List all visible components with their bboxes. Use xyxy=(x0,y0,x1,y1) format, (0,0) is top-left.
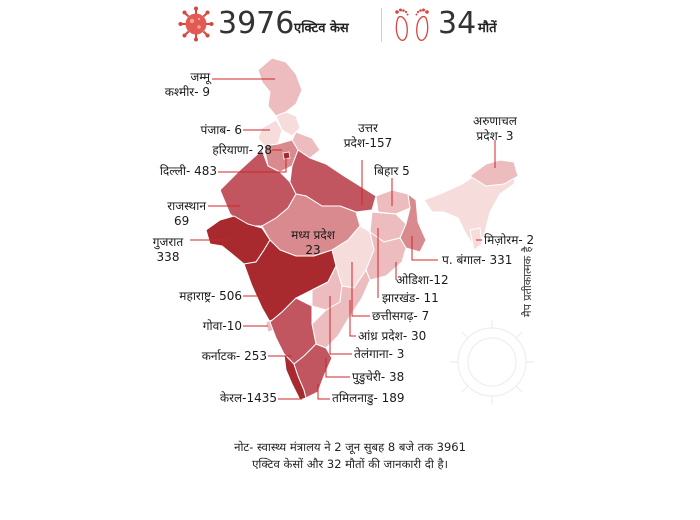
label-kerala: केरल-1435 xyxy=(219,391,277,405)
label-jk-line2: कश्मीर- 9 xyxy=(164,85,210,99)
state-odisha xyxy=(365,230,407,281)
state-jammu-kashmir xyxy=(257,57,303,117)
state-west-bengal xyxy=(399,192,427,253)
deaths-count: 34 xyxy=(438,6,477,41)
label-mizoram: मिज़ोरम- 2 xyxy=(484,233,535,247)
label-mp-line2: 23 xyxy=(305,243,321,257)
label-rajasthan: राजस्थान 69 xyxy=(140,199,206,229)
label-bihar: बिहार 5 xyxy=(374,164,410,178)
label-maharashtra: महाराष्ट्र- 506 xyxy=(179,289,242,303)
leader-wb xyxy=(411,236,438,261)
label-odisha: ओडिशा-12 xyxy=(396,273,449,287)
label-up-line1: उत्तर xyxy=(358,121,378,135)
state-bihar xyxy=(375,189,411,215)
state-delhi xyxy=(282,151,291,160)
label-jk-line1: जम्मू xyxy=(190,70,210,84)
label-delhi: दिल्ली- 483 xyxy=(159,164,217,178)
leader-cg xyxy=(351,262,370,317)
label-puducherry: पुडुचेरी- 38 xyxy=(352,370,405,384)
footprints-icon xyxy=(395,8,429,41)
coronavirus-icon xyxy=(178,6,214,42)
label-andhra-pradesh: आंध्र प्रदेश- 30 xyxy=(358,329,427,343)
label-madhya-pradesh: मध्य प्रदेश 23 xyxy=(278,228,348,258)
active-cases-label: एक्टिव केस xyxy=(294,21,349,36)
map-disclaimer: मैप प्रतीकात्मक है xyxy=(521,246,534,317)
footnote-line2: एक्टिव केसों और 32 मौतों की जानकारी दी ह… xyxy=(252,457,448,471)
label-gj-line1: गुजरात xyxy=(152,235,184,249)
label-telangana: तेलंगाना- 3 xyxy=(354,347,405,361)
label-mp-line1: मध्य प्रदेश xyxy=(291,228,335,242)
leader-tg xyxy=(329,296,352,355)
label-punjab: पंजाब- 6 xyxy=(200,123,242,137)
leader-py xyxy=(325,358,350,378)
label-tamil-nadu: तमिलनाडु- 189 xyxy=(332,391,405,405)
label-gujarat: गुजरात 338 xyxy=(148,235,188,265)
state-tamil-nadu xyxy=(293,343,333,399)
leader-tn xyxy=(317,384,330,400)
label-rj-line2: 69 xyxy=(174,214,190,228)
label-up-line2: प्रदेश-157 xyxy=(343,136,393,150)
label-jharkhand: झारखंड- 11 xyxy=(382,291,439,305)
deaths-label: मौतें xyxy=(478,21,497,36)
label-goa: गोवा-10 xyxy=(202,319,242,333)
state-north-east xyxy=(423,165,517,247)
label-arunachal-pradesh: अरुणाचल प्रदेश- 3 xyxy=(460,114,530,144)
label-west-bengal: प. बंगाल- 331 xyxy=(442,253,513,267)
leader-lines xyxy=(190,78,496,400)
virus-watermark-icon xyxy=(450,320,534,404)
state-mizoram xyxy=(469,227,483,251)
label-ar-line1: अरुणाचल xyxy=(473,114,517,128)
footnote-line1: नोट- स्वास्थ्य मंत्रालय ने 2 जून सुबह 8 … xyxy=(234,440,466,454)
header-divider xyxy=(381,8,382,42)
label-ar-line2: प्रदेश- 3 xyxy=(476,129,514,143)
label-gj-line2: 338 xyxy=(156,250,180,264)
leader-dl xyxy=(218,158,287,173)
label-chhattisgarh: छत्तीसगढ़- 7 xyxy=(372,309,430,323)
label-uttar-pradesh: उत्तर प्रदेश-157 xyxy=(330,121,406,151)
label-jammu-kashmir: जम्मू कश्मीर- 9 xyxy=(140,70,210,100)
active-cases-count: 3976 xyxy=(218,6,295,41)
state-arunachal-pradesh xyxy=(469,159,519,187)
footnote: नोट- स्वास्थ्य मंत्रालय ने 2 जून सुबह 8 … xyxy=(150,439,550,473)
label-rj-line1: राजस्थान xyxy=(167,199,206,213)
leader-ap xyxy=(349,300,356,337)
label-karnataka: कर्नाटक- 253 xyxy=(201,349,267,363)
summary-header: 3976 एक्टिव केस 34 मौतें xyxy=(0,0,700,48)
label-haryana: हरियाणा- 28 xyxy=(212,143,272,157)
